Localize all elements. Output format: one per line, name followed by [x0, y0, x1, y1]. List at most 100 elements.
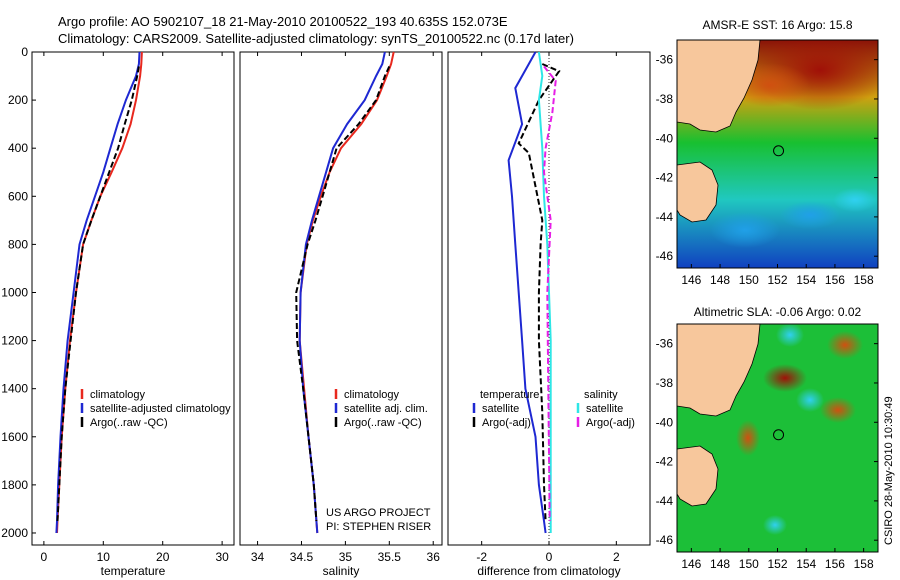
pi-credit: PI: STEPHEN RISER — [326, 521, 431, 533]
y-tick-label: 1200 — [1, 334, 28, 348]
series-line-argo-raw-qc — [56, 66, 140, 522]
header-line-2: Climatology: CARS2009. Satellite-adjuste… — [58, 31, 574, 46]
legend-label: satellite — [482, 403, 519, 415]
x-axis-label: salinity — [323, 564, 360, 578]
map-x-tick-label: 158 — [854, 557, 874, 571]
map-y-tick-label: -42 — [656, 455, 674, 469]
map-x-tick-label: 150 — [739, 557, 759, 571]
legend-label: climatology — [344, 389, 400, 401]
x-tick-label: 10 — [97, 550, 111, 564]
map-x-tick-label: 156 — [825, 273, 845, 287]
x-tick-label: 2 — [613, 550, 620, 564]
x-tick-label: 35.5 — [378, 550, 402, 564]
x-axis-label: difference from climatology — [477, 564, 620, 578]
sla-high-3 — [736, 420, 760, 456]
salinity-profile-panel: 34 34.5 35 35.5 36 salinity climatology satelli… — [239, 51, 443, 578]
sla-low-2 — [796, 388, 824, 412]
x-axis-label: temperature — [101, 564, 166, 578]
map-y-tick-label: -42 — [656, 171, 674, 185]
plot-frame — [31, 51, 235, 546]
sla-high-2 — [827, 331, 863, 359]
x-tick-label: -2 — [476, 550, 487, 564]
map-y-tick-label: -38 — [656, 376, 674, 390]
sst-cyan-patch — [833, 188, 877, 212]
map-x-tick-label: 146 — [681, 273, 701, 287]
y-tick-label: 1600 — [1, 430, 28, 444]
series-line-temperature-argo-adj — [517, 63, 561, 522]
map-x-tick-label: 152 — [767, 557, 787, 571]
header-line-1: Argo profile: AO 5902107_18 21-May-2010 … — [58, 14, 508, 29]
project-credit: US ARGO PROJECT — [326, 507, 431, 519]
x-tick-label: 30 — [215, 550, 229, 564]
map-y-tick-label: -38 — [656, 92, 674, 106]
plot-frame — [239, 51, 443, 546]
map-x-tick-label: 154 — [796, 557, 816, 571]
y-tick-label: 2000 — [1, 526, 28, 540]
legend-label: Argo(-adj) — [586, 417, 635, 429]
map-x-tick-label: 154 — [796, 273, 816, 287]
series-line-satellite-adjusted-climatology — [55, 51, 141, 534]
timestamp-stamp: CSIRO 28-May-2010 10:30:49 — [883, 396, 895, 545]
y-tick-label: 600 — [8, 189, 28, 203]
sla-low-3 — [763, 515, 787, 535]
y-tick-label: 1400 — [1, 382, 28, 396]
series-line-temperature-satellite — [507, 51, 547, 534]
map-y-tick-label: -46 — [656, 533, 674, 547]
legend-label: satellite-adjusted climatology — [90, 403, 231, 415]
map-x-tick-label: 146 — [681, 557, 701, 571]
map-y-tick-label: -44 — [656, 210, 674, 224]
x-tick-label: 0 — [546, 550, 553, 564]
x-tick-label: 34.5 — [290, 550, 314, 564]
map-y-tick-label: -36 — [656, 53, 674, 67]
sst-cool-eddy-2 — [780, 201, 840, 229]
legend-label: climatology — [90, 389, 146, 401]
y-tick-label: 1000 — [1, 285, 28, 299]
map-x-tick-label: 156 — [825, 557, 845, 571]
y-tick-label: 0 — [21, 45, 28, 59]
sla-tasmania — [677, 445, 719, 507]
legend-label: Argo(..raw -QC) — [90, 417, 168, 429]
sst-cool-eddy-1 — [710, 212, 780, 248]
sla-mainland — [677, 324, 761, 417]
map-title: AMSR-E SST: 16 Argo: 15.8 — [702, 18, 852, 32]
sla-high-1 — [763, 364, 807, 392]
map-y-tick-label: -44 — [656, 494, 674, 508]
x-tick-label: 35 — [339, 550, 353, 564]
sla-map-panel: Altimetric SLA: -0.06 Argo: 0.02 146 148 15… — [656, 305, 879, 571]
legend-label: Argo(..raw -QC) — [344, 417, 422, 429]
series-line-salinity-satellite — [537, 51, 552, 533]
map-x-tick-label: 152 — [767, 273, 787, 287]
sla-low-1 — [776, 324, 804, 347]
x-tick-label: 34 — [251, 550, 265, 564]
y-tick-label: 800 — [8, 237, 28, 251]
map-x-tick-label: 150 — [739, 273, 759, 287]
map-x-tick-label: 148 — [710, 273, 730, 287]
y-tick-label: 200 — [8, 93, 28, 107]
series-line-salinity-argo-adj — [542, 65, 557, 522]
x-tick-label: 20 — [156, 550, 170, 564]
x-tick-label: 36 — [427, 550, 441, 564]
map-title: Altimetric SLA: -0.06 Argo: 0.02 — [694, 305, 862, 319]
legend-label: satellite — [586, 403, 623, 415]
x-tick-label: 0 — [41, 550, 48, 564]
map-y-tick-label: -40 — [656, 131, 674, 145]
legend-label: satellite adj. clim. — [344, 403, 428, 415]
legend-group-title: salinity — [584, 389, 618, 401]
map-x-tick-label: 148 — [710, 557, 730, 571]
series-line-argo-raw-qc — [295, 65, 391, 522]
map-y-tick-label: -40 — [656, 415, 674, 429]
temperature-profile-panel: 0 10 20 30 0 200 400 600 800 1000 1200 1400 1600 1800… — [1, 45, 235, 578]
argo-location-marker — [773, 145, 785, 157]
legend-label: Argo(-adj) — [482, 417, 531, 429]
y-tick-label: 1800 — [1, 478, 28, 492]
y-tick-label: 400 — [8, 141, 28, 155]
argo-location-marker — [773, 429, 785, 441]
sst-mainland — [677, 40, 761, 133]
legend-group-title: temperature — [480, 389, 539, 401]
sla-high-4 — [820, 397, 856, 423]
map-y-tick-label: -46 — [656, 249, 674, 263]
map-x-tick-label: 158 — [854, 273, 874, 287]
map-y-tick-label: -36 — [656, 337, 674, 351]
